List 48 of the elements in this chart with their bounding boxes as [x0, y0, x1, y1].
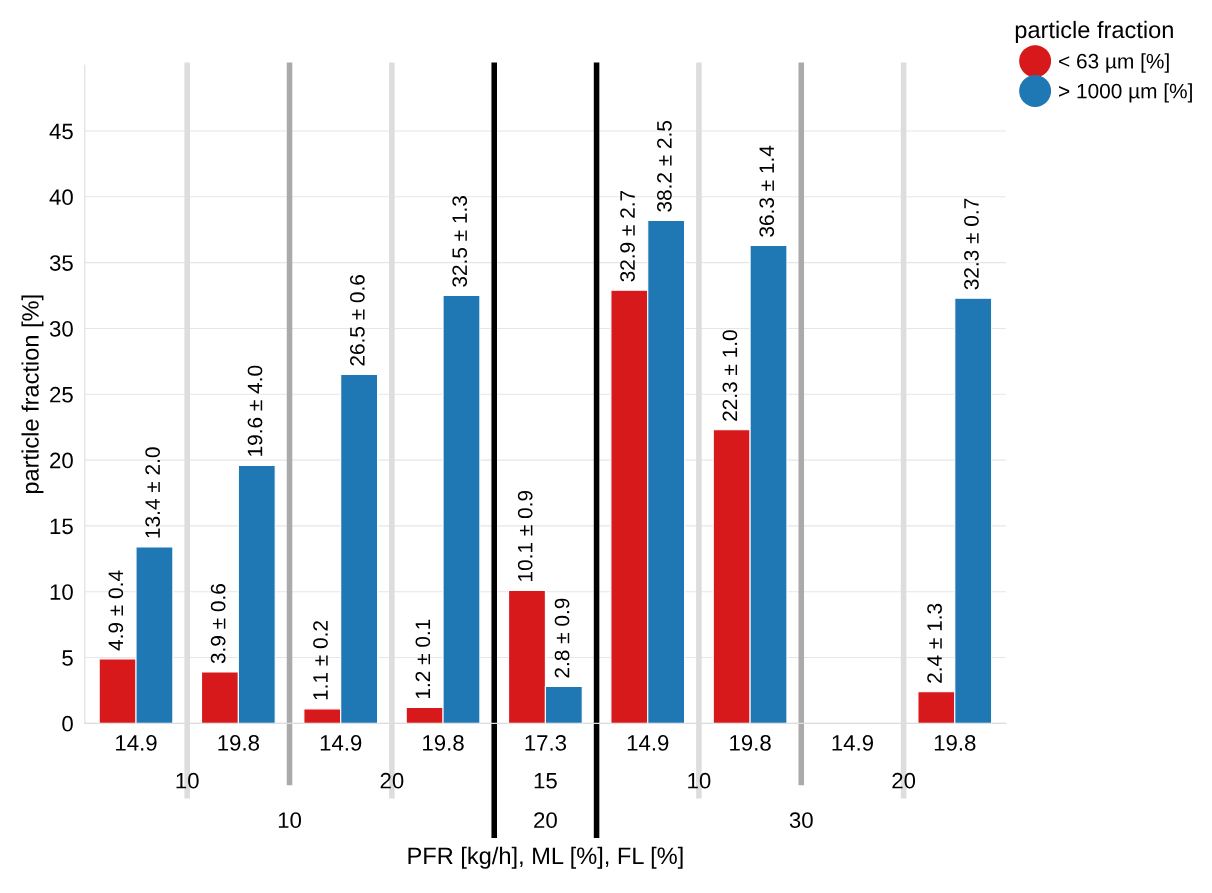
data-label: 2.4 ± 1.3 [927, 603, 942, 683]
data-label: 1.2 ± 0.1 [415, 619, 431, 699]
data-label: 32.3 ± 0.7 [964, 198, 979, 290]
y-tick-label: 45 [49, 123, 73, 140]
y-axis-title: particle fraction [%] [21, 295, 44, 494]
y-tick-label: 10 [50, 584, 73, 600]
data-label: 22.3 ± 1.0 [722, 330, 738, 421]
data-label: 1.1 ± 0.2 [313, 621, 328, 700]
x-tick-label: 19.8 [218, 735, 260, 751]
data-label: 32.9 ± 2.7 [620, 190, 635, 282]
y-tick-label: 15 [50, 518, 73, 535]
x-tick-label: 14.9 [832, 735, 874, 751]
data-label: 2.8 ± 0.9 [554, 598, 570, 678]
data-label: 19.6 ± 4.0 [247, 365, 263, 456]
data-label: 10.1 ± 0.9 [517, 490, 533, 581]
x-tick-label: 14.9 [116, 735, 157, 751]
legend-title: particle fraction [1015, 20, 1173, 43]
x-tick-label: 19.8 [730, 735, 771, 751]
data-label: 32.5 ± 1.3 [452, 196, 468, 287]
legend-label: < 63 µm [%] [1059, 53, 1169, 73]
y-tick-label: 30 [49, 320, 73, 337]
x-axis-title: PFR [kg/h], ML [%], FL [%] [408, 846, 683, 869]
y-tick-label: 5 [62, 650, 73, 666]
data-label: 26.5 ± 0.6 [349, 275, 365, 366]
y-tick-label: 40 [49, 189, 73, 206]
data-label: 3.9 ± 0.6 [210, 584, 226, 664]
y-tick-label: 35 [49, 255, 73, 271]
x-tick-label: 14.9 [627, 735, 669, 751]
text: 20 [534, 812, 557, 829]
y-tick-label: 20 [50, 452, 73, 469]
x-tick-label: 17.3 [525, 735, 567, 751]
text: 20 [892, 772, 916, 789]
legend-label: > 1000 µm [%] [1059, 83, 1192, 103]
text: 10 [688, 772, 711, 789]
text: 20 [380, 772, 404, 789]
x-tick-label: 19.8 [423, 735, 464, 751]
text: 10 [176, 772, 199, 789]
data-label: 4.9 ± 0.4 [108, 570, 124, 651]
y-tick-label: 0 [62, 715, 73, 732]
x-tick-label: 19.8 [934, 735, 976, 751]
data-label: 36.3 ± 1.4 [759, 145, 775, 237]
x-tick-label: 14.9 [320, 735, 362, 751]
text: 15 [534, 773, 557, 789]
y-tick-label: 25 [50, 386, 73, 403]
text: 10 [278, 812, 302, 829]
data-label: 13.4 ± 2.0 [145, 447, 161, 538]
data-label: 38.2 ± 2.5 [657, 120, 672, 212]
text: 30 [789, 812, 813, 829]
